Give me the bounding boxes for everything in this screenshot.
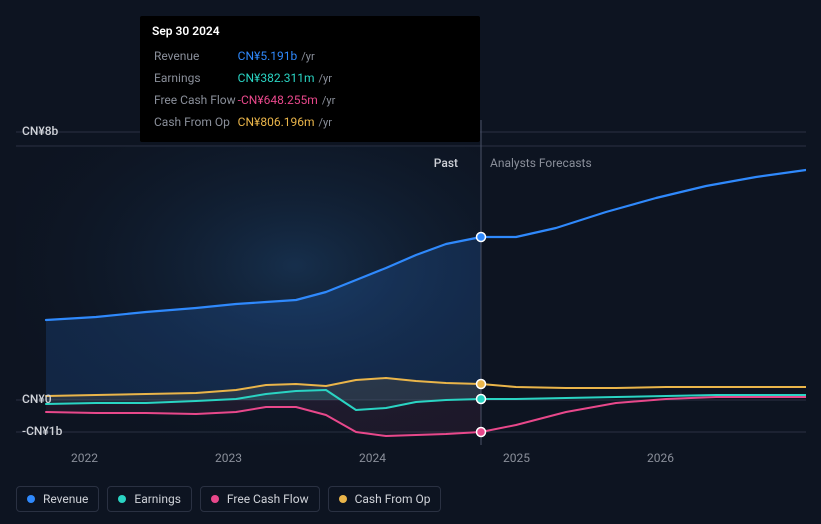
legend-label: Free Cash Flow — [227, 492, 309, 506]
legend-item-cash-from-op[interactable]: Cash From Op — [328, 486, 442, 512]
tooltip-metric-label: Free Cash Flow — [154, 90, 236, 110]
legend-item-revenue[interactable]: Revenue — [16, 486, 99, 512]
tooltip-metric-label: Revenue — [154, 46, 236, 66]
forecast-label: Analysts Forecasts — [490, 156, 592, 170]
y-axis-label: -CN¥1b — [22, 424, 62, 438]
tooltip-table: Revenue CN¥5.191b/yrEarnings CN¥382.311m… — [152, 44, 337, 134]
past-label: Past — [434, 156, 458, 170]
tooltip-row: Cash From Op CN¥806.196m/yr — [154, 112, 335, 132]
x-axis-label: 2023 — [215, 451, 242, 465]
tooltip-metric-value: CN¥806.196m/yr — [238, 112, 336, 132]
x-axis-label: 2022 — [71, 451, 98, 465]
tooltip-row: Revenue CN¥5.191b/yr — [154, 46, 335, 66]
legend-label: Revenue — [43, 492, 88, 506]
tooltip-metric-value: -CN¥648.255m/yr — [238, 90, 336, 110]
legend-dot-icon — [339, 495, 347, 503]
legend-label: Cash From Op — [355, 492, 431, 506]
chart-area[interactable]: CN¥8b CN¥0 -CN¥1b 2022 2023 2024 2025 2026 Past A… — [16, 120, 806, 470]
legend-item-free-cash-flow[interactable]: Free Cash Flow — [200, 486, 320, 512]
legend-dot-icon — [211, 495, 219, 503]
tooltip-metric-value: CN¥382.311m/yr — [238, 68, 336, 88]
x-axis-label: 2025 — [503, 451, 530, 465]
legend-label: Earnings — [134, 492, 181, 506]
tooltip-date: Sep 30 2024 — [152, 24, 468, 44]
legend-item-earnings[interactable]: Earnings — [107, 486, 192, 512]
chart-svg — [16, 120, 806, 470]
tooltip-row: Earnings CN¥382.311m/yr — [154, 68, 335, 88]
legend-dot-icon — [27, 495, 35, 503]
tooltip-metric-label: Cash From Op — [154, 112, 236, 132]
tooltip-metric-label: Earnings — [154, 68, 236, 88]
legend: Revenue Earnings Free Cash Flow Cash From O… — [16, 486, 441, 512]
tooltip-row: Free Cash Flow -CN¥648.255m/yr — [154, 90, 335, 110]
x-axis-label: 2026 — [647, 451, 674, 465]
y-axis-label: CN¥0 — [22, 392, 52, 406]
y-axis-label: CN¥8b — [22, 124, 58, 138]
x-axis-label: 2024 — [359, 451, 386, 465]
data-tooltip: Sep 30 2024 Revenue CN¥5.191b/yrEarnings… — [140, 16, 480, 142]
tooltip-metric-value: CN¥5.191b/yr — [238, 46, 336, 66]
legend-dot-icon — [118, 495, 126, 503]
